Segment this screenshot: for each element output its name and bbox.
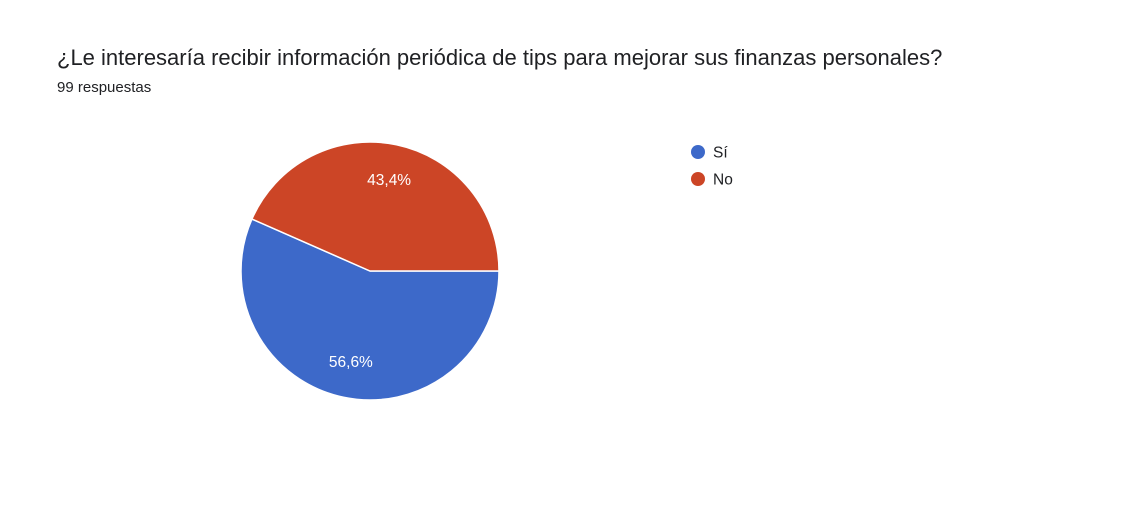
response-count: 99 respuestas bbox=[57, 79, 152, 96]
pie-labels: 56,6% 43,4% bbox=[329, 172, 411, 371]
legend: Sí No bbox=[691, 145, 733, 189]
pie-slice-no[interactable] bbox=[250, 141, 500, 272]
pie-slices bbox=[240, 141, 500, 401]
legend-swatch bbox=[691, 145, 705, 159]
pie-slice-si[interactable] bbox=[240, 218, 500, 401]
pie-slice-label: 43,4% bbox=[367, 172, 411, 189]
question-title: ¿Le interesaría recibir información peri… bbox=[57, 45, 943, 70]
legend-label[interactable]: No bbox=[713, 172, 733, 189]
pie-slice-label: 56,6% bbox=[329, 354, 373, 371]
legend-swatch bbox=[691, 172, 705, 186]
legend-label[interactable]: Sí bbox=[713, 145, 728, 162]
